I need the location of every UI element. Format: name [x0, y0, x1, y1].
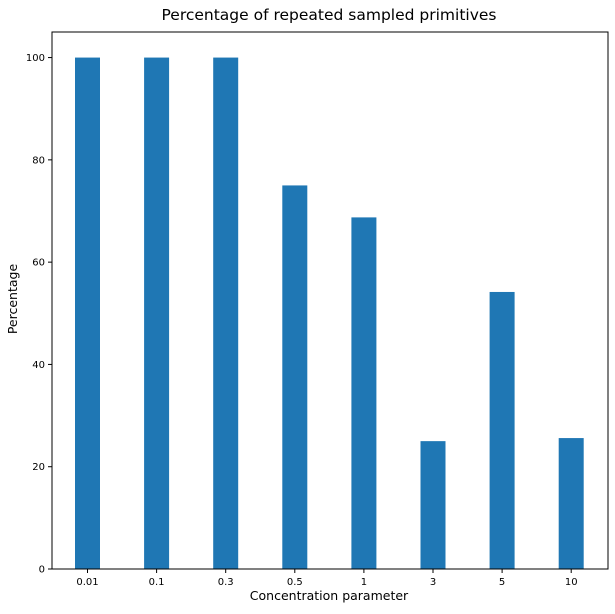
x-tick-label: 1	[361, 577, 367, 588]
bar-0_5	[282, 185, 308, 569]
axes-layer	[51, 31, 609, 570]
y-tick-label: 80	[32, 155, 45, 166]
y-tick-label: 40	[32, 360, 45, 371]
x-tick-label: 3	[430, 577, 436, 588]
y-tick-label: 100	[26, 53, 45, 64]
x-tick-label: 5	[499, 577, 505, 588]
bar-0_1	[144, 57, 170, 569]
bars-layer	[75, 57, 584, 569]
y-tick-label: 60	[32, 258, 45, 269]
x-tick-label: 0.1	[149, 577, 165, 588]
bar-1	[351, 217, 377, 569]
x-axis-label: Concentration parameter	[250, 588, 409, 603]
bar-10	[558, 438, 584, 569]
bar-0_3	[213, 57, 239, 569]
x-tick-label: 0.3	[218, 577, 234, 588]
plot-frame	[51, 31, 609, 570]
x-tick-label: 0.01	[76, 577, 98, 588]
y-axis-label: Percentage	[5, 264, 20, 335]
x-tick-label: 0.5	[287, 577, 303, 588]
chart-title: Percentage of repeated sampled primitive…	[161, 6, 496, 24]
bar-0_01	[75, 57, 100, 569]
bar-3	[420, 441, 446, 569]
y-tick-label: 20	[32, 462, 45, 473]
y-tick-label: 0	[39, 565, 45, 576]
x-tick-label: 10	[565, 577, 578, 588]
bar-5	[489, 291, 515, 569]
